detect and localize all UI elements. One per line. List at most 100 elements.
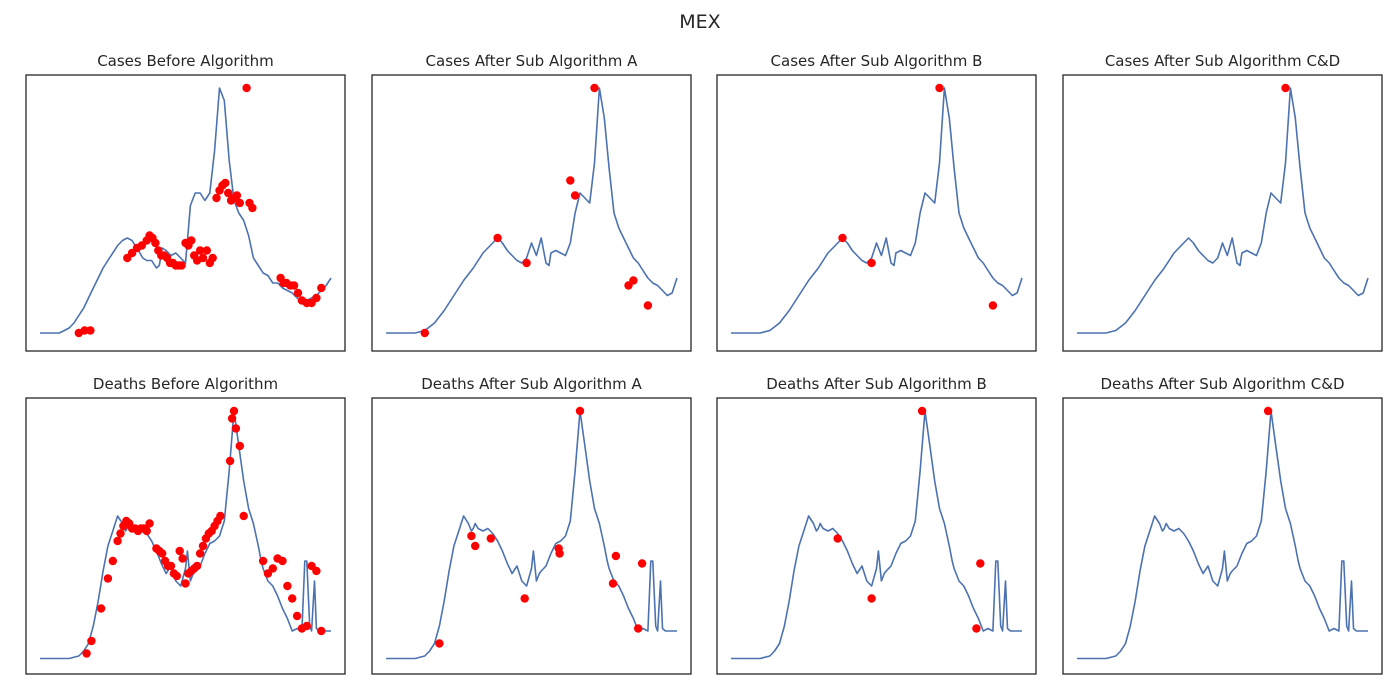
- detected-point: [643, 301, 653, 310]
- detected-point: [283, 581, 292, 591]
- detected-point: [917, 406, 927, 416]
- series-line: [1077, 87, 1369, 334]
- subplot-title: Cases After Sub Algorithm B: [771, 52, 983, 70]
- series-line: [386, 87, 678, 334]
- detected-point: [202, 246, 211, 255]
- subplot-title: Deaths After Sub Algorithm A: [421, 375, 642, 393]
- detected-point: [486, 534, 495, 543]
- detected-point: [224, 188, 233, 198]
- subplot-4: Cases After Sub Algorithm C&D: [1062, 52, 1383, 352]
- detected-point: [82, 649, 91, 658]
- detected-point: [103, 574, 113, 583]
- subplot-5: Deaths Before Algorithm: [25, 375, 346, 675]
- detected-point: [867, 594, 876, 603]
- detected-point: [471, 541, 480, 551]
- detected-point: [178, 554, 187, 563]
- subplot-title: Deaths After Sub Algorithm C&D: [1101, 375, 1345, 393]
- detected-point: [278, 556, 287, 566]
- plot-frame: [25, 397, 346, 675]
- subplot-8: Deaths After Sub Algorithm C&D: [1062, 375, 1383, 675]
- subplot-2: Cases After Sub Algorithm A: [371, 52, 692, 352]
- detected-point: [570, 191, 580, 200]
- plot-frame: [371, 74, 692, 352]
- detected-point: [611, 551, 621, 561]
- subplot-grid: Cases Before Algorithm Cases After Sub Al…: [25, 52, 1383, 675]
- detected-point: [231, 424, 241, 433]
- series-line: [40, 87, 332, 334]
- detected-point: [232, 191, 242, 200]
- detected-point: [838, 233, 847, 243]
- detected-point: [629, 276, 638, 285]
- plot-frame: [371, 397, 692, 675]
- detected-point: [292, 611, 302, 621]
- subplot-title: Deaths Before Algorithm: [93, 375, 278, 393]
- subplot-title: Cases Before Algorithm: [97, 52, 274, 70]
- detected-point: [935, 83, 944, 93]
- detected-point: [575, 406, 585, 416]
- detected-point: [181, 579, 190, 588]
- detected-point: [142, 526, 151, 536]
- detected-point: [172, 571, 181, 581]
- detected-point: [195, 246, 205, 255]
- detected-point: [216, 511, 225, 521]
- plot-frame: [25, 74, 346, 352]
- series-line: [1077, 410, 1368, 660]
- series-line: [40, 410, 331, 660]
- detected-point: [1263, 406, 1273, 416]
- detected-point: [198, 253, 208, 263]
- subplot-3: Cases After Sub Algorithm B: [716, 52, 1037, 352]
- plot-frame: [716, 397, 1037, 675]
- detected-point: [221, 178, 230, 188]
- detected-point: [555, 549, 564, 558]
- figure-title: MEX: [679, 11, 720, 33]
- plot-frame: [716, 74, 1037, 352]
- detected-point: [145, 519, 154, 528]
- detected-point: [467, 531, 476, 541]
- detected-point: [520, 594, 529, 603]
- detected-point: [293, 288, 303, 298]
- detected-point: [239, 511, 248, 521]
- detected-point: [268, 564, 277, 573]
- detected-point: [972, 624, 981, 633]
- subplot-7: Deaths After Sub Algorithm B: [716, 375, 1037, 675]
- detected-point: [312, 566, 321, 576]
- detected-point: [229, 406, 239, 416]
- detected-point: [637, 559, 647, 568]
- subplot-title: Cases After Sub Algorithm A: [426, 52, 639, 70]
- detected-point: [248, 203, 257, 213]
- detected-point: [113, 536, 122, 546]
- plot-frame: [1062, 397, 1383, 675]
- detected-point: [235, 441, 244, 451]
- subplot-6: Deaths After Sub Algorithm A: [371, 375, 692, 675]
- detected-point: [976, 559, 985, 568]
- detected-point: [608, 579, 618, 588]
- detected-point: [312, 293, 321, 303]
- detected-point: [493, 233, 502, 243]
- detected-point: [212, 193, 221, 203]
- detected-point: [96, 604, 106, 613]
- detected-point: [151, 238, 160, 248]
- detected-point: [242, 83, 251, 93]
- detected-point: [288, 594, 297, 603]
- subplot-1: Cases Before Algorithm: [25, 52, 346, 352]
- detected-point: [235, 198, 244, 208]
- series-line: [731, 410, 1022, 660]
- detected-point: [192, 561, 202, 571]
- detected-point: [175, 546, 184, 556]
- detected-point: [420, 328, 429, 338]
- detected-point: [208, 253, 217, 263]
- detected-point: [867, 258, 876, 268]
- detected-point: [225, 456, 235, 466]
- detected-point: [590, 83, 599, 93]
- detected-point: [522, 258, 531, 268]
- detected-point: [833, 534, 842, 543]
- detected-point: [116, 529, 125, 538]
- detected-point: [198, 541, 208, 551]
- detected-point: [435, 639, 444, 648]
- detected-point: [634, 624, 643, 633]
- plot-frame: [1062, 74, 1383, 352]
- detected-point: [317, 626, 326, 636]
- series-line: [386, 410, 677, 660]
- detected-point: [227, 414, 237, 423]
